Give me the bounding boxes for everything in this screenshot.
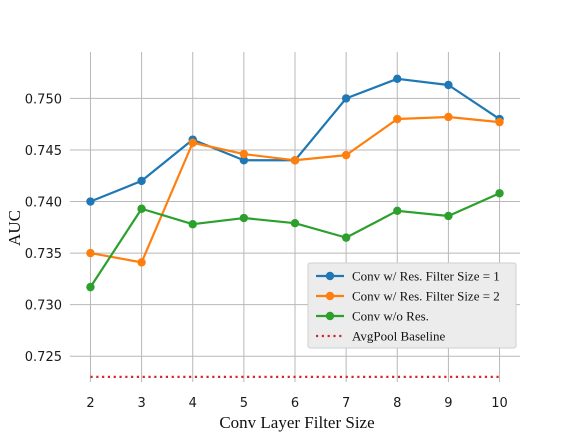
data-point bbox=[341, 233, 351, 242]
x-tick-label: 7 bbox=[342, 396, 350, 411]
data-point bbox=[86, 248, 95, 258]
x-tick-label: 8 bbox=[393, 396, 401, 411]
legend-label: AvgPool Baseline bbox=[352, 329, 446, 344]
data-point bbox=[239, 149, 249, 159]
data-point bbox=[239, 156, 249, 165]
data-point bbox=[341, 150, 351, 160]
y-tick-label: 0.725 bbox=[25, 350, 62, 365]
data-point bbox=[137, 204, 146, 213]
y-tick-label: 0.745 bbox=[25, 144, 62, 159]
y-tick-label: 0.750 bbox=[25, 92, 62, 107]
legend-marker bbox=[325, 291, 335, 301]
data-point bbox=[290, 218, 300, 228]
data-point bbox=[393, 74, 402, 84]
legend-marker bbox=[325, 271, 335, 281]
data-point bbox=[495, 117, 504, 127]
x-tick-label: 5 bbox=[240, 396, 248, 411]
data-point bbox=[290, 156, 300, 165]
legend-box bbox=[307, 262, 517, 349]
x-axis-label: Conv Layer Filter Size bbox=[219, 413, 374, 432]
legend-label: Conv w/ Res. Filter Size = 2 bbox=[352, 289, 500, 304]
y-tick-label: 0.740 bbox=[25, 196, 62, 211]
legend: Conv w/ Res. Filter Size = 1 Conv w/ Res.… bbox=[307, 262, 517, 349]
data-point bbox=[495, 189, 504, 198]
legend-marker bbox=[325, 311, 335, 321]
x-tick-label: 9 bbox=[444, 396, 452, 411]
y-tick-label: 0.735 bbox=[25, 247, 62, 262]
y-tick-label: 0.730 bbox=[25, 299, 62, 314]
x-tick-label: 4 bbox=[189, 396, 197, 411]
data-point bbox=[188, 220, 197, 229]
data-point bbox=[444, 112, 453, 122]
data-point bbox=[86, 197, 95, 206]
x-tick-label: 10 bbox=[491, 396, 508, 411]
data-point bbox=[393, 206, 402, 216]
data-point bbox=[239, 213, 249, 223]
data-point bbox=[137, 176, 146, 186]
series-lines bbox=[86, 74, 504, 378]
x-tick-label: 6 bbox=[291, 396, 299, 411]
x-tick-labels: 2 3 4 5 6 7 8 9 10 bbox=[86, 396, 508, 411]
data-point bbox=[444, 80, 453, 90]
y-axis-label: AUC bbox=[5, 210, 24, 246]
legend-label: Conv w/ Res. Filter Size = 1 bbox=[352, 269, 500, 284]
data-point bbox=[86, 282, 95, 292]
data-point bbox=[393, 114, 402, 124]
x-tick-label: 3 bbox=[137, 396, 145, 411]
data-point bbox=[444, 211, 453, 221]
legend-items: Conv w/ Res. Filter Size = 1 Conv w/ Res.… bbox=[316, 269, 500, 344]
x-tick-label: 2 bbox=[86, 396, 94, 411]
data-point bbox=[137, 258, 146, 267]
y-tick-labels: 0.725 0.730 0.735 0.740 0.745 0.750 bbox=[25, 92, 62, 365]
legend-label: Conv w/o Res. bbox=[352, 309, 429, 324]
data-point bbox=[341, 94, 351, 103]
data-point bbox=[188, 138, 197, 147]
